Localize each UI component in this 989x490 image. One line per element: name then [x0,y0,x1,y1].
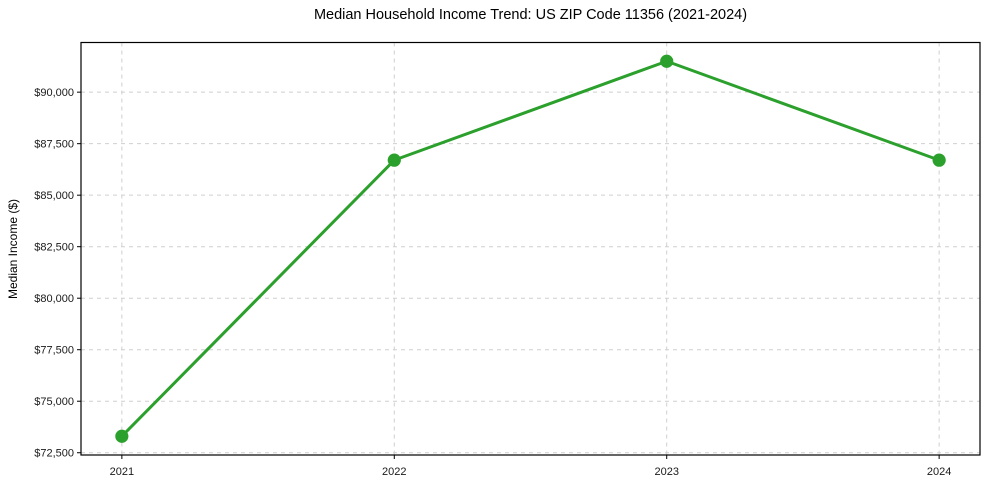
data-point-2024 [932,153,946,167]
income-trend-line [120,59,941,438]
y-tick-label: $75,000 [34,396,74,408]
x-tick-label: 2024 [927,466,951,478]
x-tick-label: 2022 [382,466,406,478]
y-tick-label: $85,000 [34,190,74,202]
y-tick-label: $90,000 [34,87,74,99]
y-tick-label: $82,500 [34,242,74,254]
y-tick-label: $80,000 [34,293,74,305]
data-point-2022 [387,153,401,167]
data-point-2023 [660,54,674,68]
x-tick-label: 2023 [654,466,678,478]
x-tick-label: 2021 [110,466,134,478]
y-tick-label: $87,500 [34,139,74,151]
chart-title: Median Household Income Trend: US ZIP Co… [313,7,748,23]
y-tick-label: $72,500 [34,448,74,460]
data-point-2021 [115,429,129,443]
y-tick-label: $77,500 [34,345,74,357]
plot-frame [80,41,981,456]
